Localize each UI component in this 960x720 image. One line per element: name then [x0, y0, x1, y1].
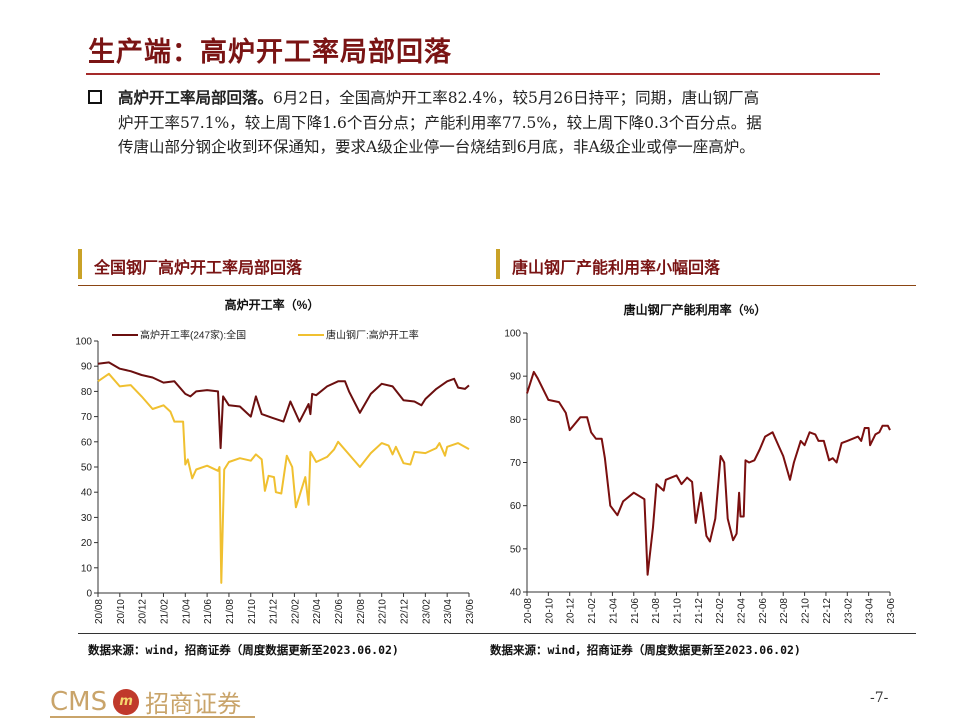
x-tick-label: 22/10 [378, 599, 389, 624]
source-left: 数据来源：wind，招商证券（周度数据更新至2023.06.02) [88, 643, 399, 657]
x-tick-label: 22-08 [779, 598, 790, 624]
section-title-left: 全国钢厂高炉开工率局部回落 [94, 258, 303, 277]
x-tick-label: 21-06 [630, 598, 641, 624]
x-tick-label: 22/12 [400, 599, 411, 624]
x-tick-label: 21/06 [203, 599, 214, 624]
y-tick-label: 100 [504, 329, 521, 340]
logo-cms-text: CMS [50, 686, 108, 717]
x-tick-label: 23/06 [465, 599, 476, 624]
y-tick-label: 10 [81, 563, 93, 574]
x-tick-label: 20-08 [523, 598, 534, 624]
x-tick-label: 21/12 [269, 599, 280, 624]
x-tick-label: 20-10 [544, 598, 555, 624]
logo-underline [50, 716, 255, 718]
section-accent-bar [496, 249, 500, 279]
x-tick-label: 22/06 [334, 599, 345, 624]
legend-label: 唐山钢厂:高炉开工率 [326, 329, 419, 342]
bullet-square-icon [88, 90, 102, 104]
x-tick-label: 23/02 [421, 599, 432, 624]
source-right: 数据来源：wind，招商证券（周度数据更新至2023.06.02) [490, 643, 801, 657]
x-tick-label: 22/04 [312, 599, 323, 624]
x-tick-label: 21-12 [694, 598, 705, 624]
y-tick-label: 60 [81, 437, 93, 448]
x-tick-label: 23/04 [443, 599, 454, 624]
x-tick-label: 21-04 [608, 598, 619, 624]
y-tick-label: 40 [510, 588, 522, 599]
y-tick-label: 80 [510, 415, 522, 426]
y-tick-label: 50 [510, 544, 522, 555]
x-tick-label: 21/08 [225, 599, 236, 624]
summary-line-1-text: 6月2日，全国高炉开工率82.4%，较5月26日持平；同期，唐山钢厂高 [273, 89, 760, 107]
y-tick-label: 80 [81, 387, 93, 398]
x-tick-label: 22-02 [715, 598, 726, 624]
x-tick-label: 22-06 [758, 598, 769, 624]
x-tick-label: 23-06 [886, 598, 897, 624]
y-tick-label: 20 [81, 538, 93, 549]
summary-line-1: 高炉开工率局部回落。6月2日，全国高炉开工率82.4%，较5月26日持平；同期，… [118, 86, 759, 108]
y-tick-label: 30 [81, 513, 93, 524]
x-tick-label: 21/04 [181, 599, 192, 624]
x-tick-label: 21-10 [672, 598, 683, 624]
page-title: 生产端：高炉开工率局部回落 [88, 37, 452, 68]
x-tick-label: 21-08 [651, 598, 662, 624]
cms-logo: CMS m 招商证券 [50, 684, 241, 719]
series-line-2 [97, 372, 470, 584]
page-number: -7- [870, 690, 889, 706]
summary-lead: 高炉开工率局部回落。 [118, 88, 274, 107]
section-accent-bar [78, 249, 82, 279]
logo-cn-text: 招商证券 [145, 690, 242, 718]
chart-title: 唐山钢厂产能利用率（%） [624, 302, 767, 317]
title-divider [86, 73, 880, 75]
y-tick-label: 100 [75, 337, 92, 348]
x-tick-label: 21/10 [247, 599, 258, 624]
x-tick-label: 20/12 [138, 599, 149, 624]
x-tick-label: 20/08 [94, 599, 105, 624]
y-tick-label: 50 [81, 463, 93, 474]
chart-title: 高炉开工率（%） [225, 297, 320, 312]
y-tick-label: 40 [81, 488, 93, 499]
x-tick-label: 21/02 [159, 599, 170, 624]
x-tick-label: 22-10 [801, 598, 812, 624]
legend-label: 高炉开工率(247家):全国 [140, 329, 246, 342]
x-tick-label: 22/08 [356, 599, 367, 624]
section-title-right: 唐山钢厂产能利用率小幅回落 [512, 258, 721, 277]
logo-seal-icon: m [113, 688, 140, 715]
series-line-1 [526, 370, 891, 576]
x-tick-label: 23-04 [865, 598, 876, 624]
x-tick-label: 22/02 [290, 599, 301, 624]
x-tick-label: 21-02 [587, 598, 598, 624]
y-tick-label: 70 [81, 412, 93, 423]
summary-line-2: 炉开工率57.1%，较上周下降1.6个百分点；产能利用率77.5%，较上周下降0… [118, 114, 762, 132]
y-tick-label: 0 [86, 589, 92, 600]
source-divider [78, 633, 916, 634]
summary-line-3: 传唐山部分钢企收到环保通知，要求A级企业停一台烧结到6月底，非A级企业或停一座高… [118, 138, 755, 156]
y-tick-label: 70 [510, 458, 522, 469]
section-divider [78, 285, 916, 286]
y-tick-label: 90 [510, 372, 522, 383]
x-tick-label: 23-02 [843, 598, 854, 624]
x-tick-label: 22-04 [737, 598, 748, 624]
series-line-1 [97, 361, 470, 450]
x-tick-label: 20-12 [566, 598, 577, 624]
y-tick-label: 60 [510, 501, 522, 512]
y-tick-label: 90 [81, 362, 93, 373]
x-tick-label: 22-12 [822, 598, 833, 624]
x-tick-label: 20/10 [116, 599, 127, 624]
